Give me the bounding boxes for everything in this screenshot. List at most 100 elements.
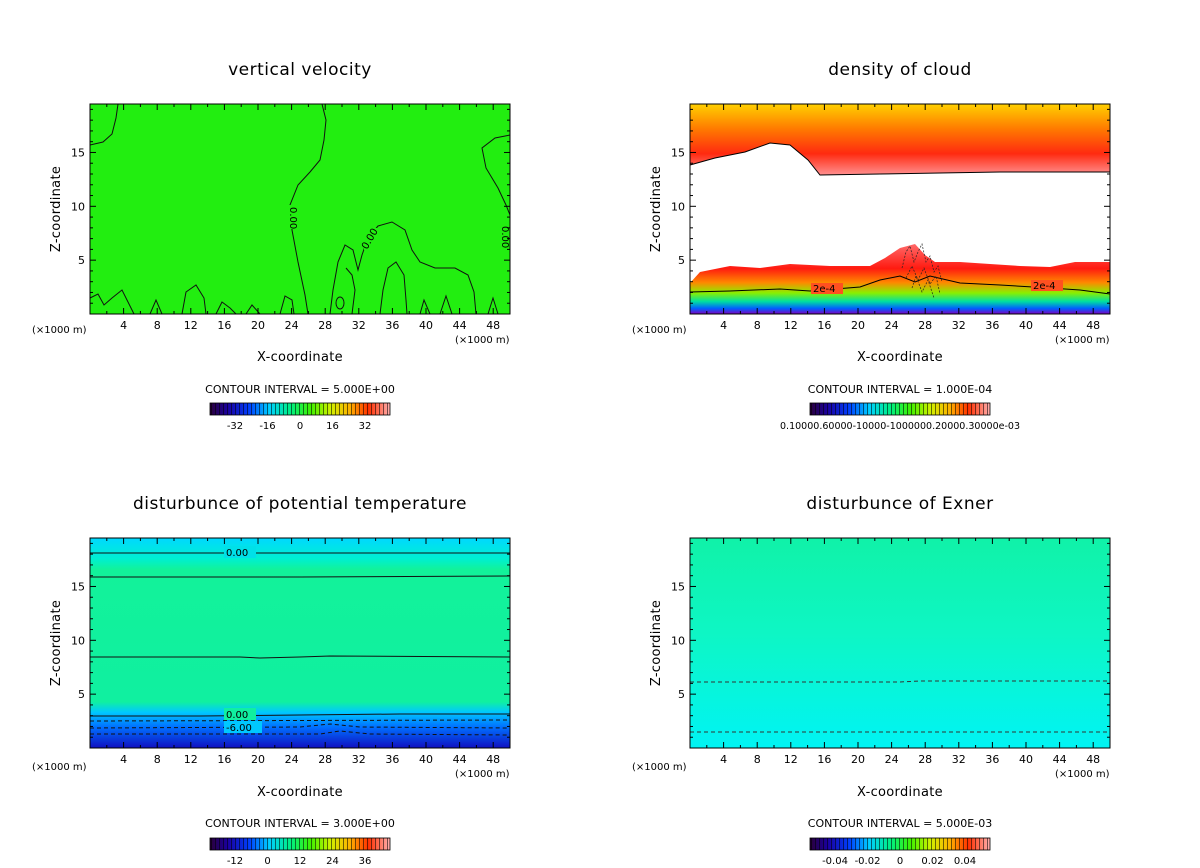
y-tick-label: 15 bbox=[671, 146, 685, 159]
x-tick-marks: 4 8 12 16 20 24 28 32 36 40 44 48 bbox=[706, 538, 1100, 766]
plot-frame bbox=[89, 537, 511, 749]
plot-frame bbox=[89, 103, 511, 315]
colorbar-label: 16 bbox=[326, 421, 339, 432]
x-tick-label: 16 bbox=[817, 319, 831, 332]
x-tick-label: 20 bbox=[251, 319, 265, 332]
x-tick-label: 48 bbox=[486, 319, 500, 332]
contour-label-bg bbox=[364, 228, 378, 250]
colorbar-label: 0 bbox=[264, 856, 270, 867]
x-tick-label: 16 bbox=[817, 753, 831, 766]
x-axis-label: X-coordinate bbox=[857, 350, 943, 365]
contour-label-bg bbox=[224, 721, 262, 733]
contour-label-bg bbox=[501, 224, 510, 248]
x-tick-label: 36 bbox=[985, 753, 999, 766]
colorbar-label: -12 bbox=[227, 856, 243, 867]
contour-label-bg bbox=[289, 205, 298, 229]
plot-fill bbox=[90, 104, 510, 314]
x-tick-marks: 4 8 12 16 20 24 28 32 36 40 44 48 bbox=[706, 104, 1100, 332]
x-tick-label: 32 bbox=[352, 319, 366, 332]
x-tick-label: 28 bbox=[918, 753, 932, 766]
x-tick-label: 44 bbox=[453, 319, 467, 332]
lower-cloud-layer bbox=[690, 244, 1110, 314]
contour-label: -6.00 bbox=[226, 723, 252, 734]
colorbar-label: -16 bbox=[259, 421, 275, 432]
plot-frame bbox=[689, 103, 1111, 315]
y-tick-marks: 5 10 15 bbox=[71, 108, 510, 304]
colorbar-label: 12 bbox=[294, 856, 307, 867]
x-tick-label: 8 bbox=[754, 753, 761, 766]
x-tick-label: 40 bbox=[419, 319, 433, 332]
plot-fill bbox=[90, 538, 510, 748]
x-axis-unit-left: (×1000 m) bbox=[632, 762, 687, 773]
colorbar-label: 32 bbox=[359, 421, 372, 432]
x-axis-unit-left: (×1000 m) bbox=[32, 325, 87, 336]
x-axis-unit-left: (×1000 m) bbox=[32, 762, 87, 773]
x-tick-label: 48 bbox=[486, 753, 500, 766]
x-tick-label: 48 bbox=[1086, 319, 1100, 332]
panel-exner: disturbunce of Exner 4 8 12 16 20 24 28 32 36 40 4… bbox=[632, 494, 1111, 867]
y-tick-label: 10 bbox=[671, 200, 685, 213]
y-axis-label: Z-coordinate bbox=[49, 600, 64, 686]
y-tick-label: 10 bbox=[71, 634, 85, 647]
upper-cloud-contour bbox=[689, 142, 1110, 176]
contour-label-bg bbox=[224, 708, 256, 720]
y-tick-label: 5 bbox=[78, 254, 85, 267]
contour-label-bg bbox=[1031, 280, 1063, 291]
x-tick-label: 24 bbox=[285, 753, 299, 766]
colorbar-label: 24 bbox=[326, 856, 339, 867]
x-axis-unit-right: (×1000 m) bbox=[455, 335, 510, 346]
y-tick-label: 5 bbox=[78, 688, 85, 701]
x-tick-label: 16 bbox=[217, 319, 231, 332]
x-tick-label: 24 bbox=[285, 319, 299, 332]
x-tick-label: 24 bbox=[885, 319, 899, 332]
x-tick-label: 40 bbox=[1019, 319, 1033, 332]
colorbar-label: 0 bbox=[897, 856, 903, 867]
x-axis-label: X-coordinate bbox=[257, 350, 343, 365]
chart-title: density of cloud bbox=[828, 60, 972, 80]
y-axis-label: Z-coordinate bbox=[649, 600, 664, 686]
contour-interval: CONTOUR INTERVAL = 5.000E+00 bbox=[205, 383, 395, 396]
colorbar-stripes bbox=[810, 838, 990, 850]
x-axis-unit-right: (×1000 m) bbox=[1055, 769, 1110, 780]
upper-cloud-layer bbox=[690, 104, 1110, 175]
colorbar-label: -0.04 bbox=[822, 856, 848, 867]
panel-density-of-cloud: density of cloud 2e-4 2e-4 4 8 12 16 20 24 28 3… bbox=[632, 60, 1111, 432]
contour-label-bg bbox=[224, 546, 256, 558]
contour-label-bg bbox=[811, 283, 843, 294]
x-tick-label: 20 bbox=[851, 753, 865, 766]
x-tick-label: 32 bbox=[352, 753, 366, 766]
x-tick-label: 36 bbox=[985, 319, 999, 332]
contour-lines bbox=[90, 552, 511, 717]
x-tick-label: 24 bbox=[885, 753, 899, 766]
colorbar-stripes bbox=[210, 403, 390, 415]
chart-title: disturbunce of potential temperature bbox=[133, 494, 467, 514]
plot-fill bbox=[690, 538, 1110, 748]
contour-label: 2e-4 bbox=[1033, 281, 1056, 292]
x-tick-label: 4 bbox=[120, 753, 127, 766]
colorbar-label: 0.02 bbox=[921, 856, 943, 867]
contour-label: 0.00 bbox=[226, 710, 248, 721]
colorbar-label: -32 bbox=[227, 421, 243, 432]
x-tick-label: 12 bbox=[784, 753, 798, 766]
x-tick-label: 44 bbox=[1053, 319, 1067, 332]
x-tick-label: 20 bbox=[851, 319, 865, 332]
turbulent-contours bbox=[901, 242, 943, 299]
colorbar-label: 0 bbox=[297, 421, 303, 432]
contour-interval: CONTOUR INTERVAL = 1.000E-04 bbox=[808, 383, 992, 396]
y-tick-label: 10 bbox=[71, 200, 85, 213]
x-tick-label: 40 bbox=[1019, 753, 1033, 766]
x-tick-label: 16 bbox=[217, 753, 231, 766]
colorbar-text: 0.10000.60000-10000-1000000.20000.30000e… bbox=[780, 421, 1020, 432]
chart-title: vertical velocity bbox=[228, 60, 372, 80]
y-tick-marks: 5 10 15 bbox=[671, 542, 1110, 738]
y-axis-label: Z-coordinate bbox=[49, 166, 64, 252]
x-tick-label: 28 bbox=[918, 319, 932, 332]
contour-lines bbox=[89, 103, 511, 315]
contour-label: 0.00 bbox=[226, 548, 248, 559]
x-tick-label: 8 bbox=[154, 319, 161, 332]
chart-title: disturbunce of Exner bbox=[806, 494, 993, 514]
panel-potential-temperature: disturbunce of potential temperature 0.0… bbox=[32, 494, 511, 867]
x-tick-label: 28 bbox=[318, 753, 332, 766]
colorbar-label: -0.02 bbox=[855, 856, 881, 867]
